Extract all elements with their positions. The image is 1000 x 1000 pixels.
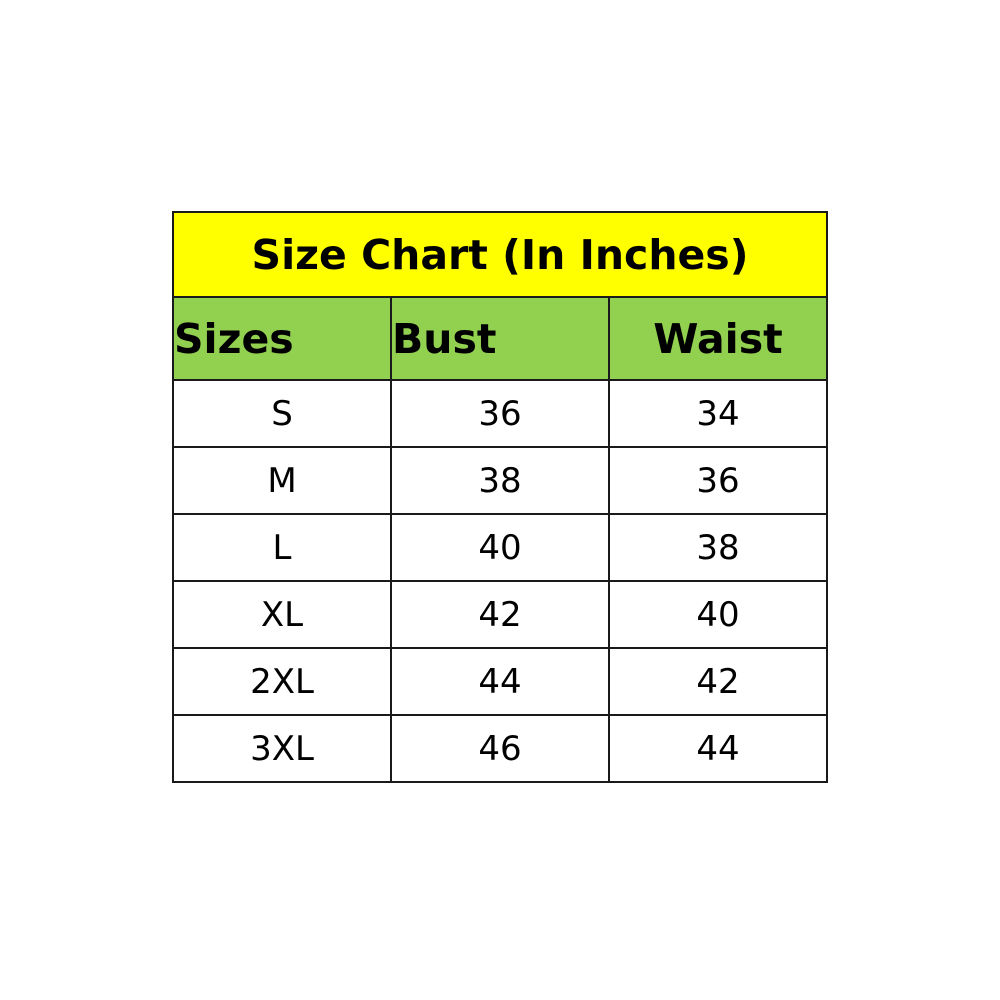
table-row: 2XL 44 42 (172, 647, 828, 716)
table-row: S 36 34 (172, 379, 828, 448)
cell-waist: 42 (608, 647, 828, 716)
cell-waist: 36 (608, 446, 828, 515)
table-row: 3XL 46 44 (172, 714, 828, 783)
table-title: Size Chart (In Inches) (172, 211, 828, 298)
cell-waist: 40 (608, 580, 828, 649)
cell-size: XL (172, 580, 392, 649)
cell-size: M (172, 446, 392, 515)
cell-bust: 36 (390, 379, 610, 448)
table-row: L 40 38 (172, 513, 828, 582)
cell-size: 2XL (172, 647, 392, 716)
cell-bust: 44 (390, 647, 610, 716)
header-waist: Waist (608, 296, 828, 381)
cell-bust: 46 (390, 714, 610, 783)
cell-bust: 38 (390, 446, 610, 515)
cell-size: S (172, 379, 392, 448)
cell-size: 3XL (172, 714, 392, 783)
title-row: Size Chart (In Inches) (172, 211, 828, 298)
cell-waist: 44 (608, 714, 828, 783)
cell-bust: 42 (390, 580, 610, 649)
cell-waist: 34 (608, 379, 828, 448)
cell-bust: 40 (390, 513, 610, 582)
header-bust: Bust (390, 296, 610, 381)
cell-waist: 38 (608, 513, 828, 582)
table-row: XL 42 40 (172, 580, 828, 649)
size-chart-table: Size Chart (In Inches) Sizes Bust Waist … (172, 211, 828, 783)
header-row: Sizes Bust Waist (172, 296, 828, 381)
cell-size: L (172, 513, 392, 582)
table-row: M 38 36 (172, 446, 828, 515)
header-sizes: Sizes (172, 296, 392, 381)
